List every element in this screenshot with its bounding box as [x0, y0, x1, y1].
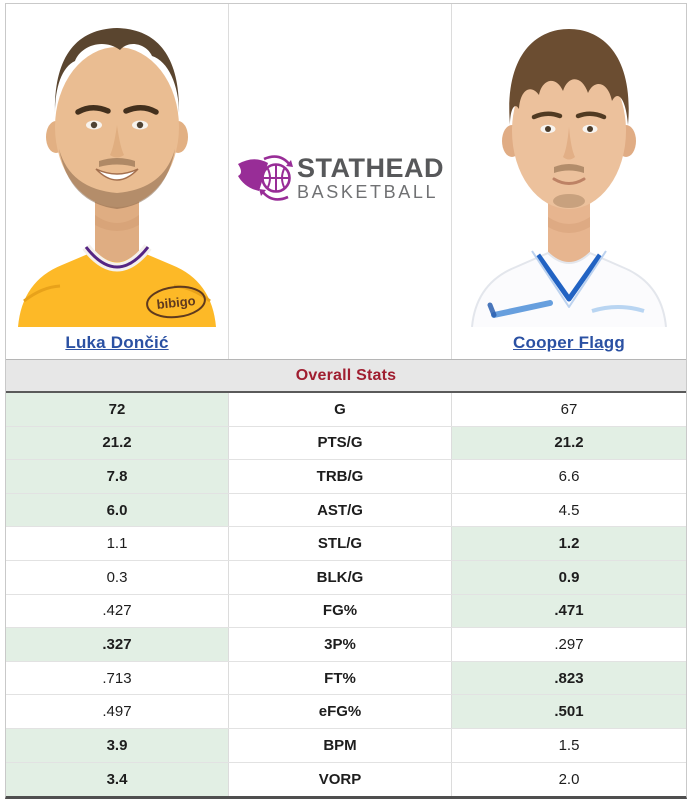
bibigo-text: bibigo: [156, 293, 196, 312]
right-value-cell: 2.0: [452, 762, 686, 797]
player-column-right: Cooper Flagg: [452, 4, 686, 359]
stat-label: BPM: [228, 728, 452, 762]
stat-row: .713 FT% .823: [6, 661, 686, 696]
cooper-hair: [509, 29, 629, 125]
player-name-row-right: Cooper Flagg: [452, 327, 686, 359]
logo-line-stathead: STATHEAD: [297, 153, 444, 183]
cooper-jersey: [471, 250, 667, 327]
stat-row: 72 G 67: [6, 393, 686, 427]
left-value-cell: 3.9: [6, 728, 228, 762]
left-value-cell: 6.0: [6, 493, 228, 527]
stathead-basketball-logo: STATHEAD BASKETBALL: [236, 152, 444, 204]
left-value-cell: .427: [6, 594, 228, 628]
luka-neck: [95, 194, 139, 266]
stat-row: 21.2 PTS/G 21.2: [6, 426, 686, 461]
player-link-luka[interactable]: Luka Dončić: [65, 333, 169, 352]
right-value-cell: 6.6: [452, 460, 686, 493]
stat-label: 3P%: [228, 628, 452, 661]
left-value-cell: 0.3: [6, 560, 228, 594]
stats-table: 72 G 67 21.2 PTS/G 21.2 7.8 TRB/G 6.6 6.…: [6, 393, 686, 797]
logo-wordmark: STATHEAD BASKETBALL: [297, 153, 444, 202]
left-value-cell: 21.2: [6, 426, 228, 460]
logo-line-basketball: BASKETBALL: [297, 182, 439, 202]
stat-row: 7.8 TRB/G 6.6: [6, 460, 686, 494]
left-value-cell: 7.8: [6, 460, 228, 493]
stat-label: FT%: [228, 661, 452, 695]
stat-row: .497 eFG% .501: [6, 695, 686, 729]
left-value-cell: 72: [6, 393, 228, 426]
stat-row: .427 FG% .471: [6, 594, 686, 629]
stat-row: .327 3P% .297: [6, 628, 686, 662]
left-value-cell: .497: [6, 695, 228, 728]
stat-label: G: [228, 393, 452, 426]
stat-row: 3.9 BPM 1.5: [6, 728, 686, 763]
left-value-cell: .713: [6, 661, 228, 695]
left-value-cell: 3.4: [6, 762, 228, 797]
right-value-cell: 0.9: [452, 560, 686, 594]
left-value-cell: .327: [6, 628, 228, 661]
right-value-cell: .297: [452, 628, 686, 661]
player-link-cooper[interactable]: Cooper Flagg: [513, 333, 625, 352]
right-value-cell: 4.5: [452, 493, 686, 527]
left-value-cell: 1.1: [6, 527, 228, 560]
right-value-cell: 21.2: [452, 426, 686, 460]
stat-row: 0.3 BLK/G 0.9: [6, 560, 686, 595]
stat-row: 3.4 VORP 2.0: [6, 762, 686, 797]
player-name-row-left: Luka Dončić: [6, 327, 228, 359]
cooper-face: [502, 53, 636, 209]
player-comparison-table: bibigo: [5, 3, 687, 800]
stat-label: PTS/G: [228, 426, 452, 460]
right-value-cell: 67: [452, 393, 686, 426]
stat-label: BLK/G: [228, 560, 452, 594]
stathead-basketball-icon: [238, 155, 293, 201]
logo-column: STATHEAD BASKETBALL: [228, 4, 452, 359]
stat-row: 6.0 AST/G 4.5: [6, 493, 686, 528]
stat-label: STL/G: [228, 527, 452, 560]
stat-label: AST/G: [228, 493, 452, 527]
player-photo-luka: bibigo: [18, 28, 216, 327]
section-header: Overall Stats: [6, 359, 686, 393]
bibigo-sponsor-patch: bibigo: [146, 285, 206, 319]
right-value-cell: 1.2: [452, 527, 686, 560]
luka-hair: [54, 28, 180, 113]
luka-jersey: bibigo: [18, 244, 216, 327]
right-value-cell: 1.5: [452, 728, 686, 762]
stat-row: 1.1 STL/G 1.2: [6, 527, 686, 561]
section-header-label: Overall Stats: [295, 366, 397, 384]
luka-face: [46, 47, 188, 209]
player-photo-cooper: [471, 29, 667, 327]
player-column-left: bibigo: [6, 4, 228, 359]
right-value-cell: .823: [452, 661, 686, 695]
stat-label: FG%: [228, 594, 452, 628]
stat-label: eFG%: [228, 695, 452, 728]
stat-label: TRB/G: [228, 460, 452, 493]
stat-label: VORP: [228, 762, 452, 797]
players-header-section: bibigo: [6, 4, 686, 359]
right-value-cell: .501: [452, 695, 686, 728]
right-value-cell: .471: [452, 594, 686, 628]
